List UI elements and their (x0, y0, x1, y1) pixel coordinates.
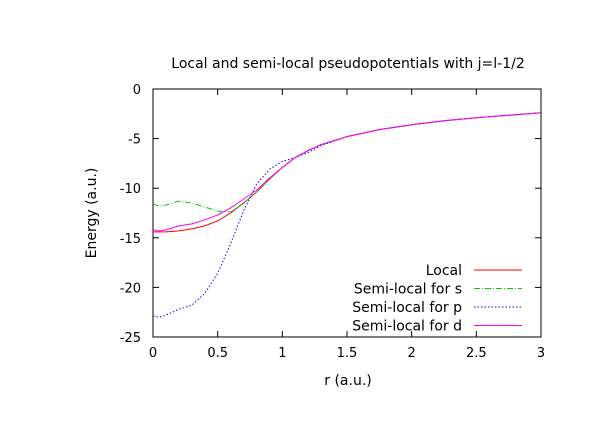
legend: Local Semi-local for s Semi-local for p Sem… (352, 263, 522, 335)
series-line-3 (152, 112, 542, 318)
y-tick-label: -20 (120, 281, 141, 296)
x-tick-label: 1.5 (337, 346, 358, 361)
y-tick-label: -25 (120, 331, 141, 346)
x-tick-label: 2.5 (466, 346, 487, 361)
x-tick-label: 2 (408, 346, 416, 361)
series-line-1 (153, 112, 542, 233)
y-tick-label: -10 (120, 182, 141, 197)
legend-label-2: Semi-local for s (354, 282, 462, 298)
plot-frame (152, 88, 542, 338)
series-line-4 (152, 112, 542, 232)
legend-label-1: Local (426, 263, 462, 279)
x-tick-label: 0.5 (207, 346, 228, 361)
y-tick-label: -5 (128, 133, 141, 148)
series-layer (152, 112, 542, 318)
x-tick-label: 0 (149, 346, 157, 361)
series-line-2 (152, 112, 542, 213)
x-axis-label: r (a.u.) (324, 373, 371, 389)
y-tick-label: -15 (120, 232, 141, 247)
legend-label-3: Semi-local for p (352, 300, 462, 316)
y-axis-label: Energy (a.u.) (84, 168, 100, 259)
legend-label-4: Semi-local for d (352, 319, 462, 335)
axes: 0 0.5 1 1.5 2 2.5 3 0 -5 -10 -15 -20 -25 (120, 83, 545, 361)
chart-title: Local and semi-local pseudopotentials wi… (171, 56, 524, 72)
x-tick-label: 1 (278, 346, 286, 361)
x-tick-label: 3 (537, 346, 545, 361)
y-tick-label: 0 (133, 83, 141, 98)
